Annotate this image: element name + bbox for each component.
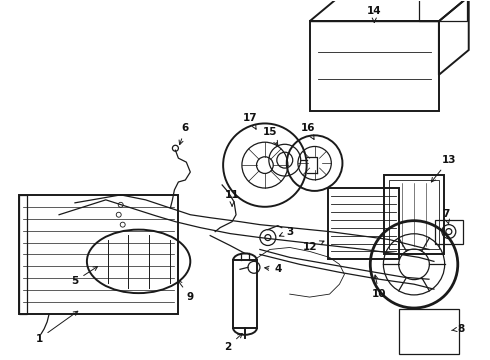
Text: 16: 16 xyxy=(300,123,315,139)
Text: 3: 3 xyxy=(279,226,294,237)
Bar xyxy=(389,180,439,249)
Bar xyxy=(399,309,459,354)
Text: 12: 12 xyxy=(302,241,324,252)
Bar xyxy=(310,21,439,111)
Bar xyxy=(384,175,444,255)
Text: 2: 2 xyxy=(224,333,242,352)
Text: 14: 14 xyxy=(367,6,382,22)
Text: 6: 6 xyxy=(179,123,189,145)
Text: 10: 10 xyxy=(372,275,387,299)
Bar xyxy=(435,220,463,243)
Bar xyxy=(19,195,178,314)
Bar xyxy=(419,0,467,21)
Text: 9: 9 xyxy=(178,280,194,302)
Text: 8: 8 xyxy=(452,324,465,334)
Bar xyxy=(233,260,257,328)
Bar xyxy=(327,188,399,260)
Text: 17: 17 xyxy=(243,113,257,129)
Text: 13: 13 xyxy=(431,155,456,182)
Bar xyxy=(19,195,27,314)
Text: 15: 15 xyxy=(263,127,278,145)
Text: 4: 4 xyxy=(265,264,281,274)
Text: 7: 7 xyxy=(442,209,449,224)
Text: 1: 1 xyxy=(36,311,78,344)
Text: 5: 5 xyxy=(72,266,98,286)
Text: 11: 11 xyxy=(225,190,239,206)
